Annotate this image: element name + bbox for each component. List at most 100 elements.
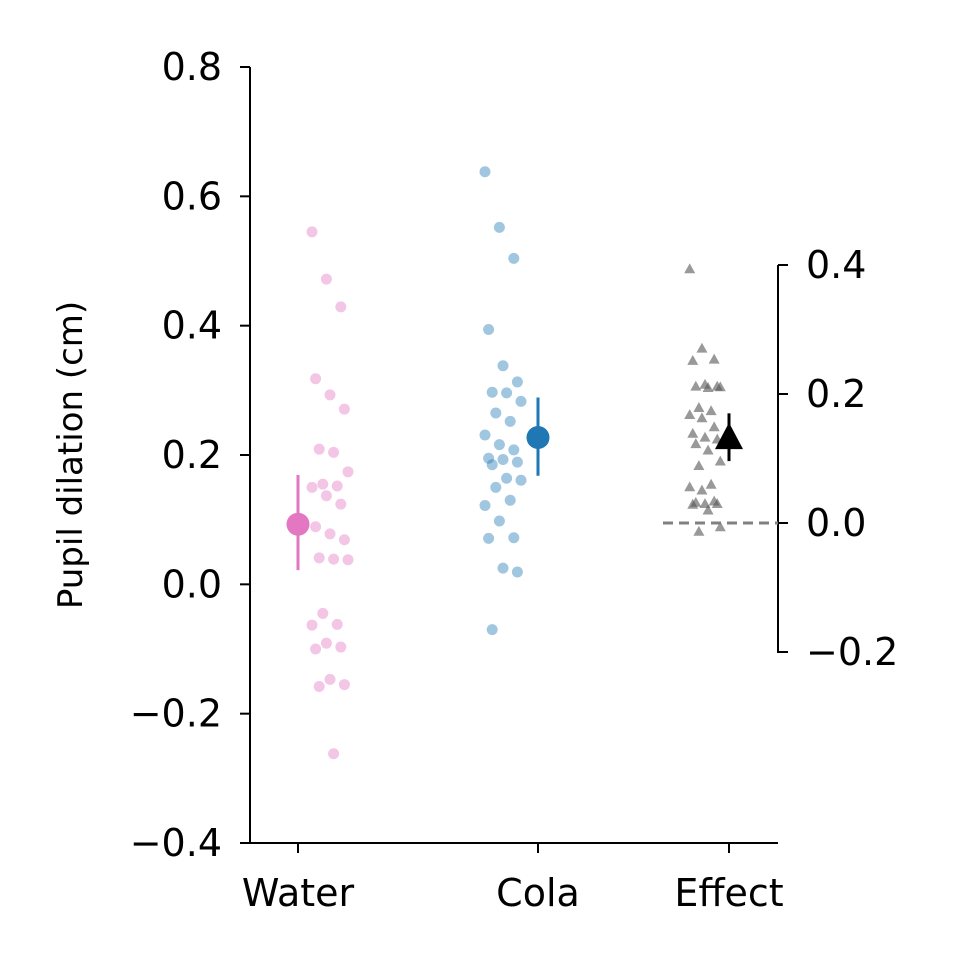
effect-series [684, 263, 726, 536]
effect-data-point [687, 427, 699, 438]
data-point [328, 446, 340, 458]
data-point [511, 566, 523, 578]
data-point [317, 478, 329, 490]
effect-data-point [684, 481, 696, 492]
effect-data-point [714, 381, 726, 392]
effect-tick-label: 0.2 [806, 372, 866, 416]
y-axis-ticks: −0.4 −0.2 0.0 0.2 0.4 0.6 0.8 [130, 45, 250, 865]
y-tick-label: 0.8 [162, 45, 222, 89]
data-point [490, 407, 502, 419]
data-point [508, 532, 520, 544]
data-point [320, 273, 332, 285]
effect-data-point [690, 496, 702, 507]
data-point [483, 452, 495, 464]
data-point [313, 552, 325, 564]
data-point [486, 624, 498, 636]
effect-data-point [702, 382, 714, 392]
data-point [310, 643, 322, 655]
data-point [328, 553, 340, 565]
effect-data-point [708, 353, 720, 364]
data-point [501, 472, 513, 484]
data-point [310, 521, 322, 533]
data-point [331, 480, 343, 492]
effect-data-point [696, 412, 708, 423]
mean-marker [286, 512, 310, 536]
effect-data-point [708, 421, 720, 432]
data-point [320, 637, 332, 649]
effect-tick-label: 0.4 [806, 243, 866, 287]
data-point [306, 619, 318, 631]
data-point [479, 499, 491, 511]
effect-axis: −0.2 0.0 0.2 0.4 [777, 243, 898, 674]
data-point [497, 454, 509, 466]
y-axis: −0.4 −0.2 0.0 0.2 0.4 0.6 0.8 Pupil dilation (… [51, 45, 251, 865]
effect-data-point [690, 438, 702, 449]
data-point [306, 226, 318, 238]
x-tick-label: Effect [674, 871, 783, 915]
effect-data-point [696, 342, 708, 353]
data-point [497, 360, 509, 372]
effect-data-point [696, 484, 708, 495]
effect-data-point [699, 431, 711, 442]
data-point [324, 673, 336, 685]
effect-data-point [702, 504, 714, 515]
effect-data-point [705, 405, 717, 416]
effect-data-point [693, 402, 705, 412]
data-point [486, 386, 498, 398]
data-point [320, 490, 332, 502]
effect-data-point [690, 380, 702, 391]
data-point [483, 324, 495, 336]
effect-data-point [702, 444, 714, 455]
data-point [317, 607, 329, 619]
data-point [310, 373, 322, 385]
data-point [515, 474, 527, 486]
effect-data-point [687, 354, 699, 365]
x-tick-label: Cola [496, 871, 580, 915]
data-point [493, 515, 505, 527]
effect-tick-label: 0.0 [806, 501, 866, 545]
data-point [493, 221, 505, 233]
mean-marker [526, 426, 550, 450]
data-point [479, 429, 491, 441]
effect-data-point [714, 521, 726, 532]
data-point [483, 532, 495, 544]
data-point [313, 443, 325, 455]
y-tick-label: 0.0 [162, 562, 222, 606]
data-point [328, 748, 340, 760]
group-summaries [286, 397, 778, 571]
data-point [504, 494, 516, 506]
data-point [342, 466, 354, 478]
data-point [335, 641, 347, 653]
effect-mean-marker [715, 422, 743, 450]
data-point [515, 395, 527, 407]
y-tick-label: 0.6 [162, 174, 222, 218]
x-axis: Water Cola Effect [242, 842, 784, 915]
data-point [508, 252, 520, 264]
y-axis-label: Pupil dilation (cm) [51, 301, 91, 609]
data-point [306, 481, 318, 493]
data-point [324, 528, 336, 540]
data-point [511, 456, 523, 468]
data-point [508, 444, 520, 456]
water-series [306, 226, 354, 760]
data-point [335, 301, 347, 313]
data-point [338, 679, 350, 691]
data-point [313, 681, 325, 693]
data-point [335, 498, 347, 510]
data-point [324, 389, 336, 401]
x-tick-label: Water [242, 871, 355, 915]
data-point [490, 481, 502, 493]
data-point [486, 459, 498, 471]
y-tick-label: 0.2 [162, 433, 222, 477]
cola-series [479, 166, 527, 636]
y-tick-label: −0.2 [130, 692, 222, 736]
data-point [479, 166, 491, 178]
data-point [501, 387, 513, 399]
x-axis-ticks: Water Cola Effect [242, 843, 784, 915]
effect-data-point [684, 409, 696, 420]
data-point [511, 376, 523, 388]
data-point [504, 415, 516, 427]
y-tick-label: 0.4 [162, 304, 222, 348]
data-point [338, 403, 350, 415]
